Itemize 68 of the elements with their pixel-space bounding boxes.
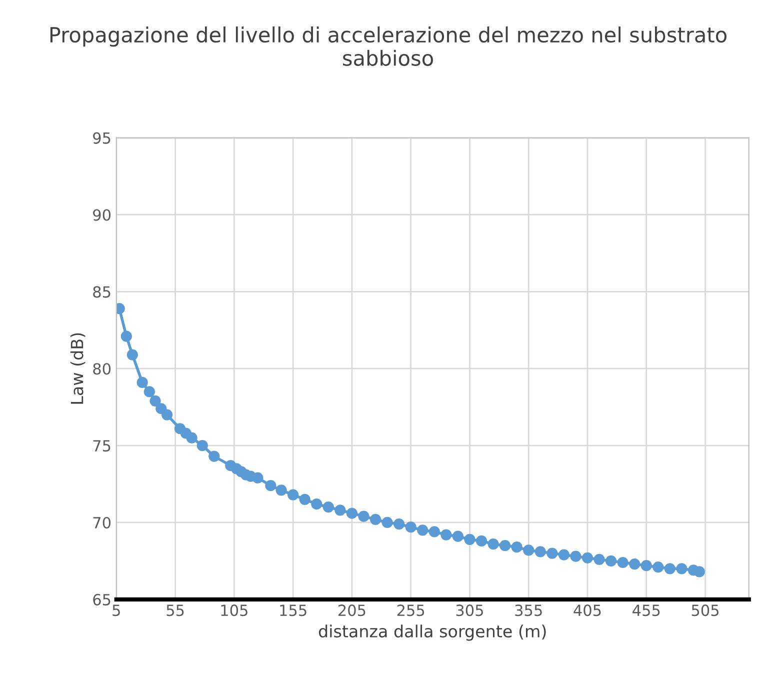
point [394,518,405,530]
point [265,480,276,492]
point [370,514,382,525]
point [150,395,161,406]
chart-title: Propagazione del livello di accelerazione del mezzo nel substrato sabbioso [50,26,726,66]
y-tick-label: 65 [93,594,110,606]
point [136,376,148,388]
point [629,558,640,570]
x-tick-label: 505 [692,604,719,616]
point [676,563,688,574]
point [311,498,322,510]
point [664,563,676,574]
point [694,566,705,578]
point [208,450,220,462]
point [288,489,299,500]
point [617,556,628,568]
x-tick-label: 155 [280,604,306,616]
x-tick-label: 305 [456,604,483,616]
point [334,504,346,516]
point [652,562,664,573]
point [358,510,370,522]
point [511,542,522,553]
point [476,535,488,547]
x-tick-label: 205 [338,604,366,616]
point [582,552,594,564]
point [428,526,440,538]
point [252,472,264,484]
point [570,550,582,562]
y-axis-title: Law (dB) [70,333,86,404]
point [126,349,138,360]
x-tick-label: 355 [515,604,542,616]
y-tick-label: 95 [93,132,110,144]
point [144,386,155,398]
x-tick-label: 255 [397,604,424,616]
point [417,524,428,536]
y-tick-label: 85 [93,286,110,298]
point [499,540,511,552]
point [452,530,464,542]
point [322,502,334,513]
x-tick-label: 105 [221,604,248,616]
point [488,538,499,550]
point [605,555,617,567]
point [534,546,546,558]
x-tick-label: 5 [112,604,120,616]
point [640,560,652,572]
point [346,508,358,519]
x-tick-label: 55 [166,604,184,616]
point [186,432,198,444]
point [523,544,534,556]
point [196,440,208,452]
y-tick-label: 90 [93,209,111,221]
y-tick-label: 70 [93,516,111,529]
point [161,409,173,420]
point [120,330,132,342]
point [464,534,476,545]
point [299,494,310,505]
point [382,516,393,528]
point [276,484,287,496]
point [440,529,452,540]
x-tick-label: 455 [632,604,660,616]
point [594,554,605,565]
y-tick-label: 80 [93,363,111,375]
point [558,549,570,560]
x-tick-label: 405 [574,604,601,616]
point [405,522,416,533]
point [546,548,558,559]
y-tick-label: 75 [93,440,110,452]
x-axis-title: distanza dalla sorgente (m) [318,624,546,641]
